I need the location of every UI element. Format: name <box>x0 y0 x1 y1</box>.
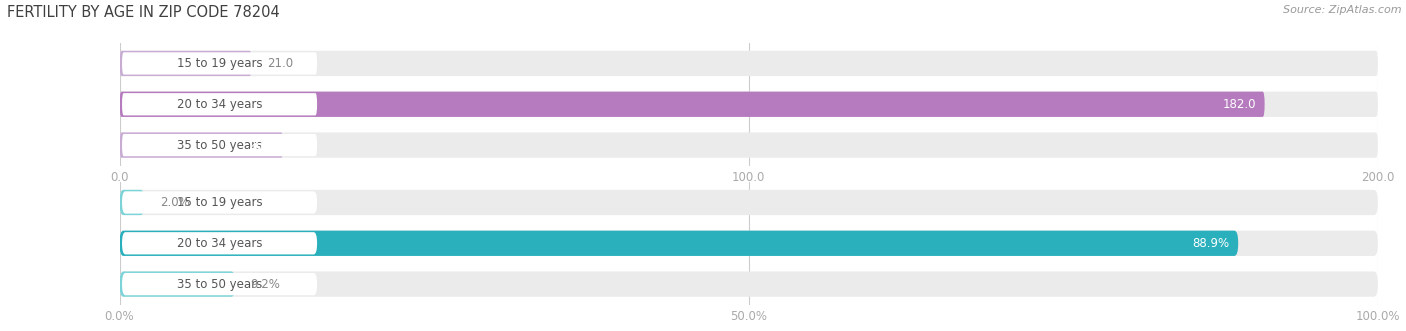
FancyBboxPatch shape <box>120 231 1378 256</box>
FancyBboxPatch shape <box>120 132 283 158</box>
FancyBboxPatch shape <box>120 271 1378 297</box>
Text: 182.0: 182.0 <box>1222 98 1256 111</box>
FancyBboxPatch shape <box>122 134 318 156</box>
Text: 15 to 19 years: 15 to 19 years <box>177 57 263 70</box>
FancyBboxPatch shape <box>120 92 1264 117</box>
FancyBboxPatch shape <box>120 51 252 76</box>
Text: 88.9%: 88.9% <box>1192 237 1229 250</box>
Text: 26.0: 26.0 <box>249 139 274 152</box>
FancyBboxPatch shape <box>120 92 1378 117</box>
Text: 20 to 34 years: 20 to 34 years <box>177 237 263 250</box>
Text: FERTILITY BY AGE IN ZIP CODE 78204: FERTILITY BY AGE IN ZIP CODE 78204 <box>7 5 280 20</box>
FancyBboxPatch shape <box>122 52 318 74</box>
Text: 35 to 50 years: 35 to 50 years <box>177 278 262 291</box>
FancyBboxPatch shape <box>120 190 1378 215</box>
Text: 9.2%: 9.2% <box>250 278 280 291</box>
FancyBboxPatch shape <box>120 231 1239 256</box>
Text: 21.0: 21.0 <box>267 57 292 70</box>
FancyBboxPatch shape <box>122 93 318 116</box>
Text: Source: ZipAtlas.com: Source: ZipAtlas.com <box>1284 5 1402 15</box>
Text: 15 to 19 years: 15 to 19 years <box>177 196 263 209</box>
Text: 20 to 34 years: 20 to 34 years <box>177 98 263 111</box>
Text: 2.0%: 2.0% <box>160 196 190 209</box>
FancyBboxPatch shape <box>120 190 145 215</box>
Text: 35 to 50 years: 35 to 50 years <box>177 139 262 152</box>
FancyBboxPatch shape <box>122 273 318 295</box>
FancyBboxPatch shape <box>120 132 1378 158</box>
FancyBboxPatch shape <box>122 191 318 213</box>
FancyBboxPatch shape <box>122 232 318 255</box>
FancyBboxPatch shape <box>120 271 235 297</box>
FancyBboxPatch shape <box>120 51 1378 76</box>
